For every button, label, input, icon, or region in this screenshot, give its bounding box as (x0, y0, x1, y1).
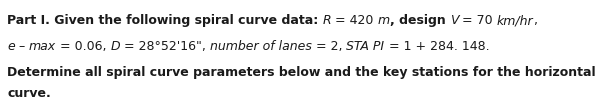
Text: , design: , design (390, 14, 450, 27)
Text: Determine all spiral curve parameters below and the key stations for the horizon: Determine all spiral curve parameters be… (7, 66, 595, 79)
Text: V: V (450, 14, 458, 27)
Text: D: D (111, 40, 120, 53)
Text: –: – (15, 40, 29, 53)
Text: number of lanes: number of lanes (210, 40, 312, 53)
Text: = 28°52'16",: = 28°52'16", (120, 40, 210, 53)
Text: = 1 + 284. 148.: = 1 + 284. 148. (384, 40, 489, 53)
Text: m: m (378, 14, 390, 27)
Text: km/hr: km/hr (497, 14, 534, 27)
Text: curve.: curve. (7, 87, 51, 97)
Text: = 2,: = 2, (312, 40, 346, 53)
Text: = 70: = 70 (458, 14, 497, 27)
Text: max: max (29, 40, 56, 53)
Text: ,: , (534, 14, 537, 27)
Text: STA PI: STA PI (346, 40, 384, 53)
Text: e: e (7, 40, 15, 53)
Text: = 420: = 420 (331, 14, 378, 27)
Text: = 0.06,: = 0.06, (56, 40, 111, 53)
Text: R: R (323, 14, 331, 27)
Text: Part I. Given the following spiral curve data:: Part I. Given the following spiral curve… (7, 14, 323, 27)
